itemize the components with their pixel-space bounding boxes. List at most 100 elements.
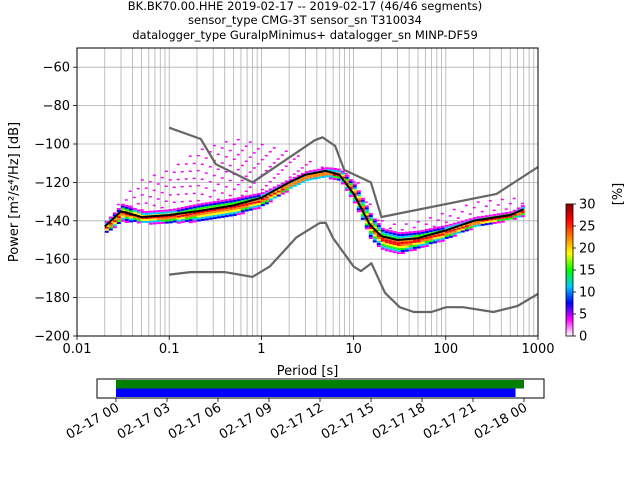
density-cell [120, 207, 125, 210]
density-outlier [240, 179, 244, 182]
density-cell [144, 216, 149, 219]
density-cell [452, 228, 457, 231]
density-outlier [196, 154, 200, 157]
density-cell [136, 219, 141, 222]
density-cell [356, 192, 361, 195]
density-cell [164, 219, 169, 222]
density-cell [172, 218, 177, 221]
density-cell [208, 213, 213, 216]
density-cell [168, 211, 173, 214]
density-cell [264, 198, 269, 201]
density-cell [176, 213, 181, 216]
density-cell [220, 201, 225, 204]
density-cell [312, 175, 317, 178]
density-outlier [188, 185, 192, 187]
density-cell [172, 220, 177, 223]
density-outlier [132, 196, 136, 199]
density-outlier [276, 158, 280, 160]
density-cell [440, 225, 445, 228]
density-outlier [220, 177, 224, 179]
density-cell [240, 206, 245, 209]
density-cell [248, 204, 253, 207]
density-cell [376, 229, 381, 232]
chart-title-line-2: sensor_type CMG-3T sensor_sn T310034 [188, 13, 422, 27]
density-cell [220, 211, 225, 214]
density-cell [204, 218, 209, 221]
density-cell [440, 233, 445, 236]
density-outlier [236, 153, 240, 156]
density-cell [372, 238, 377, 241]
density-cell [496, 217, 501, 220]
density-outlier [140, 179, 144, 181]
density-cell [192, 206, 197, 209]
density-cell [260, 204, 265, 207]
density-cell [360, 203, 365, 206]
density-cell [516, 211, 521, 214]
density-outlier [200, 163, 204, 166]
density-cell [264, 192, 269, 195]
density-cell [224, 211, 229, 214]
density-outlier [204, 187, 208, 189]
chart-title-block: BK.BK70.00.HHE 2019-02-17 -- 2019-02-17 … [128, 0, 482, 42]
density-cell [420, 245, 425, 248]
density-cell [384, 245, 389, 248]
density-cell [456, 227, 461, 230]
density-cell [140, 220, 145, 223]
density-cell [340, 182, 345, 185]
density-outlier [152, 189, 156, 192]
density-outlier [204, 157, 208, 159]
density-outlier [260, 188, 264, 191]
density-outlier [440, 212, 444, 215]
density-cell [380, 243, 385, 246]
density-cell [200, 210, 205, 213]
density-cell [424, 231, 429, 234]
density-outlier [236, 183, 240, 186]
density-cell [116, 208, 121, 211]
density-outlier [180, 200, 184, 203]
density-cell [304, 179, 309, 182]
density-cell [368, 216, 373, 219]
density-outlier [184, 178, 188, 180]
density-cell [232, 209, 237, 212]
x-tick-label: 10 [345, 342, 362, 357]
density-cell [104, 226, 109, 229]
density-cell [360, 201, 365, 204]
density-outlier [220, 147, 224, 149]
density-outlier [236, 138, 240, 141]
density-cell [276, 190, 281, 193]
density-cell [336, 170, 341, 173]
density-cell [372, 222, 377, 225]
density-cell [456, 221, 461, 224]
density-cell [124, 220, 129, 223]
density-cell [256, 204, 261, 207]
density-outlier [460, 211, 464, 213]
density-cell [416, 230, 421, 233]
density-outlier [252, 152, 256, 154]
density-cell [464, 223, 469, 226]
density-cell [452, 232, 457, 235]
density-cell [348, 191, 353, 194]
density-cell [288, 186, 293, 189]
density-cell [124, 216, 129, 219]
density-cell [248, 206, 253, 209]
density-cell [204, 204, 209, 207]
density-outlier [240, 149, 244, 152]
density-outlier [188, 200, 192, 202]
density-cell [512, 213, 517, 216]
probability-density [104, 138, 525, 255]
density-cell [408, 233, 413, 236]
density-cell [136, 211, 141, 214]
density-outlier [284, 150, 288, 152]
density-outlier [228, 194, 232, 197]
density-cell [188, 219, 193, 222]
density-cell [412, 230, 417, 233]
density-outlier [456, 217, 460, 219]
density-cell [208, 215, 213, 218]
density-cell [348, 185, 353, 188]
density-cell [416, 238, 421, 241]
density-cell [452, 230, 457, 233]
density-cell [364, 215, 369, 218]
density-cell [396, 232, 401, 235]
density-cell [228, 202, 233, 205]
density-cell [188, 217, 193, 220]
